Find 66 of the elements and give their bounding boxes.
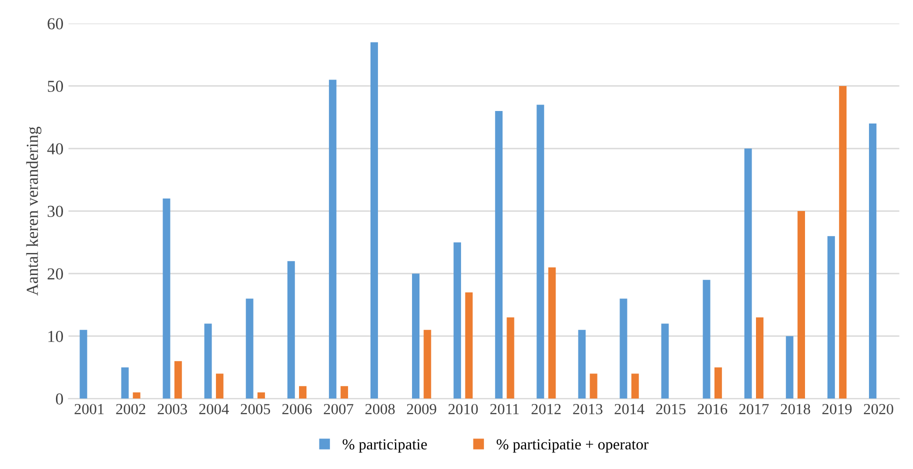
- bar: [299, 386, 307, 399]
- bar: [827, 236, 835, 399]
- x-tick-label: 2004: [199, 404, 229, 414]
- y-tick-label: 40: [47, 143, 63, 154]
- x-tick-label: 2013: [573, 404, 602, 414]
- y-tick-label: 30: [48, 206, 63, 217]
- bar: [80, 330, 88, 399]
- x-tick-label: 2003: [158, 404, 188, 414]
- x-tick-label: 2017: [739, 404, 769, 414]
- x-tick-label: 2020: [864, 404, 894, 414]
- bar: [631, 374, 639, 399]
- bar: [257, 392, 265, 399]
- x-tick-label: 2002: [116, 404, 146, 414]
- y-tick-label: 20: [48, 268, 63, 280]
- x-tick-label: 2014: [614, 404, 644, 414]
- bar: [506, 317, 514, 399]
- bar: [162, 198, 170, 399]
- bar: [204, 324, 212, 399]
- bar: [590, 374, 598, 399]
- bar: [798, 211, 806, 399]
- bar: [620, 298, 628, 399]
- x-tick-label: 2015: [656, 404, 686, 414]
- x-tick-label: 2001: [74, 404, 104, 414]
- y-tick-label: 50: [48, 80, 63, 92]
- y-tick-label: 0: [56, 393, 63, 405]
- legend-label: % participatie + operator: [496, 439, 648, 453]
- bar: [370, 42, 378, 399]
- x-tick-label: 2009: [406, 404, 436, 414]
- bar: [868, 124, 876, 399]
- bar: [121, 367, 129, 399]
- bar: [839, 86, 847, 399]
- x-tick-label: 2010: [448, 404, 478, 414]
- bar: [714, 367, 722, 399]
- bar: [216, 374, 224, 399]
- bar: [756, 317, 764, 399]
- bar: [495, 110, 503, 399]
- bar: [786, 336, 794, 399]
- x-tick-label: 2011: [490, 404, 519, 414]
- x-tick-label: 2007: [324, 404, 354, 414]
- x-tick-label: 2012: [532, 404, 561, 414]
- bar: [661, 324, 669, 399]
- bar: [548, 267, 556, 399]
- x-tick-label: 2019: [822, 404, 852, 414]
- bar: [340, 386, 348, 399]
- bar: [454, 242, 462, 399]
- bar: [465, 292, 473, 399]
- bar: [246, 298, 254, 399]
- bar: [174, 361, 182, 399]
- bar: [287, 261, 295, 399]
- bar: [702, 280, 710, 399]
- bar: [744, 148, 752, 399]
- bar: [328, 80, 336, 399]
- x-tick-label: 2018: [780, 404, 810, 414]
- y-axis-title: Aantal keren verandering: [26, 126, 42, 296]
- x-tick-label: 2008: [365, 404, 395, 414]
- bar: [424, 330, 432, 399]
- bar: [132, 392, 140, 399]
- y-tick-label: 60: [48, 18, 63, 30]
- x-tick-label: 2005: [240, 404, 270, 414]
- x-tick-label: 2016: [698, 404, 728, 414]
- x-tick-label: 2006: [282, 404, 312, 414]
- legend-label: % participatie: [342, 439, 427, 453]
- y-tick-label: 10: [48, 330, 63, 342]
- bar: [412, 274, 420, 399]
- bar: [536, 104, 544, 399]
- bar: [578, 330, 586, 399]
